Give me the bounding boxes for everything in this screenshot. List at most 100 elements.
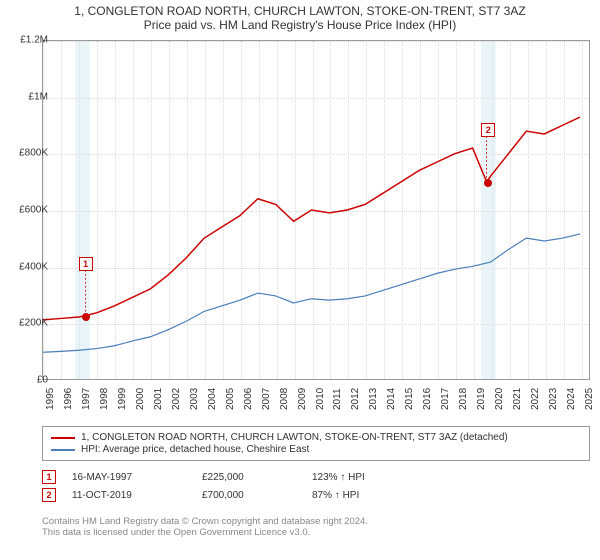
x-axis-label: 2003: [189, 388, 200, 410]
gridline-horizontal: [43, 41, 589, 42]
y-axis-label: £200K: [8, 318, 48, 329]
gridline-vertical: [223, 41, 224, 379]
y-axis-label: £600K: [8, 205, 48, 216]
x-axis-label: 2007: [261, 388, 272, 410]
transaction-row: 2 11-OCT-2019 £700,000 87% ↑ HPI: [42, 488, 590, 502]
gridline-horizontal: [43, 154, 589, 155]
shaded-band: [481, 41, 495, 379]
transaction-pct: 87% ↑ HPI: [312, 490, 422, 501]
gridline-vertical: [187, 41, 188, 379]
gridline-vertical: [115, 41, 116, 379]
title-line2: Price paid vs. HM Land Registry's House …: [10, 18, 590, 32]
x-axis-label: 2018: [458, 388, 469, 410]
y-axis-label: £1.2M: [8, 35, 48, 46]
transaction-price: £225,000: [202, 472, 312, 483]
transaction-price: £700,000: [202, 490, 312, 501]
gridline-vertical: [133, 41, 134, 379]
marker-dot-2: [484, 179, 492, 187]
x-axis-label: 2005: [225, 388, 236, 410]
gridline-vertical: [348, 41, 349, 379]
x-axis-label: 2017: [440, 388, 451, 410]
transaction-pct: 123% ↑ HPI: [312, 472, 422, 483]
x-axis-label: 2016: [422, 388, 433, 410]
gridline-vertical: [384, 41, 385, 379]
gridline-vertical: [241, 41, 242, 379]
gridline-vertical: [313, 41, 314, 379]
footer-line2: This data is licensed under the Open Gov…: [42, 527, 590, 538]
legend-label-hpi: HPI: Average price, detached house, Ches…: [81, 444, 309, 455]
x-axis-label: 2013: [368, 388, 379, 410]
transaction-date: 11-OCT-2019: [72, 490, 202, 501]
x-axis-label: 2011: [332, 388, 343, 410]
x-axis-label: 2000: [135, 388, 146, 410]
gridline-vertical: [151, 41, 152, 379]
gridline-vertical: [420, 41, 421, 379]
gridline-vertical: [546, 41, 547, 379]
gridline-vertical: [456, 41, 457, 379]
x-axis-label: 1996: [63, 388, 74, 410]
x-axis-label: 2014: [386, 388, 397, 410]
gridline-vertical: [277, 41, 278, 379]
gridline-vertical: [79, 41, 80, 379]
x-axis-label: 1999: [117, 388, 128, 410]
x-axis-label: 2010: [315, 388, 326, 410]
gridline-vertical: [169, 41, 170, 379]
y-axis-label: £0: [8, 375, 48, 386]
legend-box: 1, CONGLETON ROAD NORTH, CHURCH LAWTON, …: [42, 426, 590, 461]
footer-attribution: Contains HM Land Registry data © Crown c…: [42, 516, 590, 538]
legend-item-property: 1, CONGLETON ROAD NORTH, CHURCH LAWTON, …: [51, 432, 581, 443]
legend-swatch-hpi: [51, 449, 75, 451]
gridline-vertical: [330, 41, 331, 379]
gridline-vertical: [295, 41, 296, 379]
gridline-horizontal: [43, 211, 589, 212]
gridline-vertical: [582, 41, 583, 379]
gridline-vertical: [61, 41, 62, 379]
x-axis-label: 2006: [243, 388, 254, 410]
legend-label-property: 1, CONGLETON ROAD NORTH, CHURCH LAWTON, …: [81, 432, 508, 443]
gridline-vertical: [564, 41, 565, 379]
gridline-horizontal: [43, 324, 589, 325]
gridline-vertical: [492, 41, 493, 379]
gridline-vertical: [474, 41, 475, 379]
x-axis-label: 2004: [207, 388, 218, 410]
gridline-vertical: [402, 41, 403, 379]
x-axis-label: 2019: [476, 388, 487, 410]
x-axis-label: 2025: [584, 388, 595, 410]
footer-line1: Contains HM Land Registry data © Crown c…: [42, 516, 590, 527]
transactions-table: 1 16-MAY-1997 £225,000 123% ↑ HPI 2 11-O…: [42, 466, 590, 506]
x-axis-label: 1995: [45, 388, 56, 410]
gridline-vertical: [259, 41, 260, 379]
y-axis-label: £800K: [8, 148, 48, 159]
gridline-vertical: [366, 41, 367, 379]
gridline-vertical: [528, 41, 529, 379]
gridline-vertical: [510, 41, 511, 379]
gridline-horizontal: [43, 98, 589, 99]
marker-label-1: 1: [79, 257, 93, 271]
marker-label-2: 2: [481, 123, 495, 137]
chart-svg: [43, 41, 589, 379]
y-axis-label: £1M: [8, 91, 48, 102]
x-axis-label: 2023: [548, 388, 559, 410]
gridline-vertical: [97, 41, 98, 379]
x-axis-label: 2021: [512, 388, 523, 410]
transaction-date: 16-MAY-1997: [72, 472, 202, 483]
gridline-vertical: [205, 41, 206, 379]
x-axis-label: 2008: [279, 388, 290, 410]
x-axis-label: 2009: [297, 388, 308, 410]
x-axis-label: 2015: [404, 388, 415, 410]
legend-item-hpi: HPI: Average price, detached house, Ches…: [51, 444, 581, 455]
chart-title-block: 1, CONGLETON ROAD NORTH, CHURCH LAWTON, …: [0, 0, 600, 34]
marker-dot-1: [82, 313, 90, 321]
x-axis-label: 2002: [171, 388, 182, 410]
x-axis-label: 1997: [81, 388, 92, 410]
x-axis-label: 1998: [99, 388, 110, 410]
transaction-row: 1 16-MAY-1997 £225,000 123% ↑ HPI: [42, 470, 590, 484]
legend-swatch-property: [51, 437, 75, 439]
y-axis-label: £400K: [8, 261, 48, 272]
x-axis-label: 2001: [153, 388, 164, 410]
chart-plot-area: 12: [42, 40, 590, 380]
x-axis-label: 2024: [566, 388, 577, 410]
title-line1: 1, CONGLETON ROAD NORTH, CHURCH LAWTON, …: [10, 4, 590, 18]
gridline-horizontal: [43, 268, 589, 269]
transaction-marker-1: 1: [42, 470, 56, 484]
